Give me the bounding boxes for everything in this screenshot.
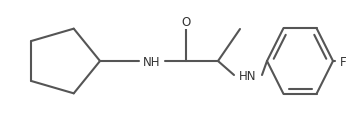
Text: O: O xyxy=(181,15,191,28)
Text: NH: NH xyxy=(143,55,161,68)
Text: F: F xyxy=(340,55,346,68)
Text: HN: HN xyxy=(239,69,257,82)
